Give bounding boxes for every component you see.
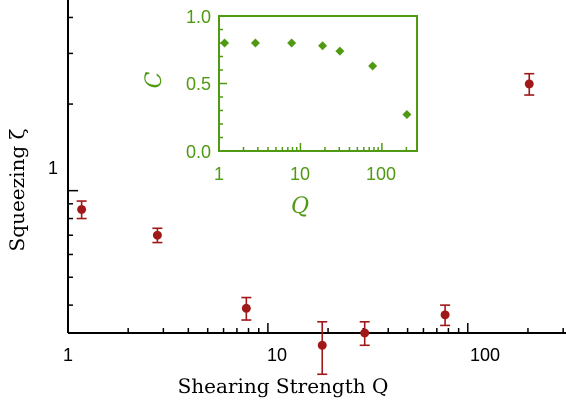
inset-y-tick-label: 1.0 [186, 7, 211, 27]
data-point [241, 303, 251, 313]
inset-data-point [318, 41, 328, 51]
data-point [524, 79, 534, 89]
main-x-axis-title: Shearing Strength Q [178, 374, 389, 398]
inset-x-tick-label: 1 [214, 164, 224, 184]
data-point [152, 230, 162, 240]
inset-data-point [335, 46, 345, 56]
inset-x-tick-label: 10 [290, 164, 310, 184]
inset-y-tick-label: 0.5 [186, 74, 211, 94]
main-x-tick-label: 10 [267, 345, 287, 365]
inset-data-point [402, 110, 412, 120]
inset-x-axis-title: Q [291, 194, 309, 219]
inset-data-point [250, 38, 260, 48]
main-y-tick-label: 1 [48, 158, 58, 178]
inset-x-tick-label: 100 [366, 164, 396, 184]
data-point [440, 310, 450, 320]
inset-data-point [287, 38, 297, 48]
inset-y-axis-title: C [142, 71, 167, 88]
data-point [77, 204, 87, 214]
data-point [360, 328, 370, 338]
inset-frame [218, 15, 418, 152]
inset-data-point [220, 38, 230, 48]
inset-data-point [368, 61, 378, 71]
inset-y-tick-label: 0.0 [186, 142, 211, 162]
main-x-tick-label: 100 [470, 345, 500, 365]
data-point [317, 340, 327, 350]
main-x-tick-label: 1 [63, 345, 73, 365]
main-y-axis-title: Squeezing ζ [5, 128, 29, 251]
